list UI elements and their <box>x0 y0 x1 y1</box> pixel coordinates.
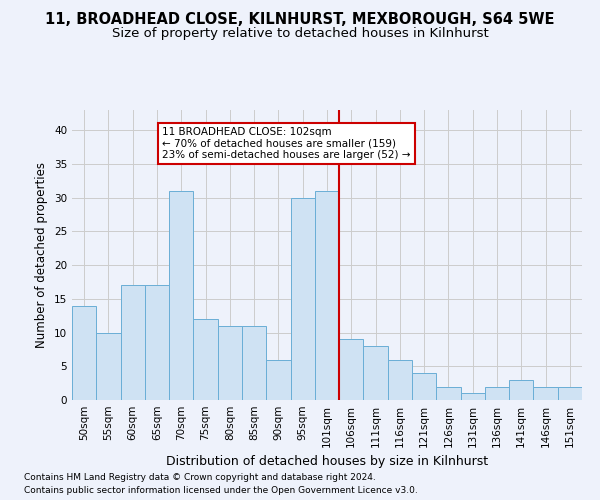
Bar <box>96 332 121 400</box>
Bar <box>242 326 266 400</box>
Text: 11 BROADHEAD CLOSE: 102sqm
← 70% of detached houses are smaller (159)
23% of sem: 11 BROADHEAD CLOSE: 102sqm ← 70% of deta… <box>162 127 410 160</box>
Y-axis label: Number of detached properties: Number of detached properties <box>35 162 49 348</box>
Bar <box>509 380 533 400</box>
Bar <box>218 326 242 400</box>
X-axis label: Distribution of detached houses by size in Kilnhurst: Distribution of detached houses by size … <box>166 456 488 468</box>
Bar <box>290 198 315 400</box>
Bar <box>145 286 169 400</box>
Bar <box>193 319 218 400</box>
Bar <box>121 286 145 400</box>
Text: Contains HM Land Registry data © Crown copyright and database right 2024.: Contains HM Land Registry data © Crown c… <box>24 474 376 482</box>
Bar <box>315 191 339 400</box>
Bar <box>388 360 412 400</box>
Bar <box>533 386 558 400</box>
Bar <box>72 306 96 400</box>
Bar <box>339 340 364 400</box>
Bar <box>558 386 582 400</box>
Bar <box>364 346 388 400</box>
Bar <box>461 394 485 400</box>
Bar <box>436 386 461 400</box>
Bar <box>412 373 436 400</box>
Bar <box>169 191 193 400</box>
Bar <box>266 360 290 400</box>
Text: Contains public sector information licensed under the Open Government Licence v3: Contains public sector information licen… <box>24 486 418 495</box>
Text: 11, BROADHEAD CLOSE, KILNHURST, MEXBOROUGH, S64 5WE: 11, BROADHEAD CLOSE, KILNHURST, MEXBOROU… <box>45 12 555 28</box>
Bar <box>485 386 509 400</box>
Text: Size of property relative to detached houses in Kilnhurst: Size of property relative to detached ho… <box>112 28 488 40</box>
